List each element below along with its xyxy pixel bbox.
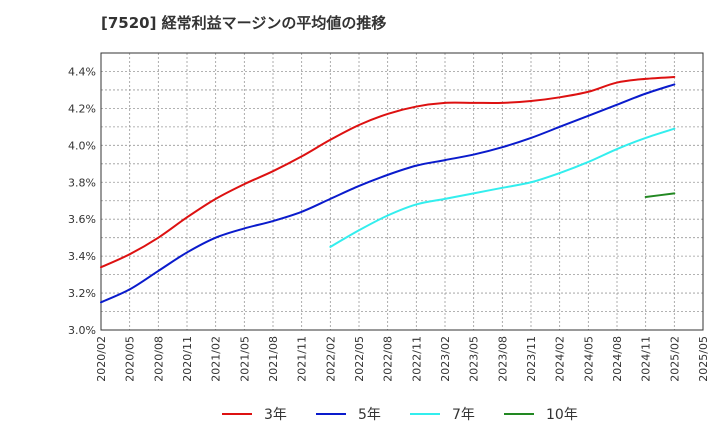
y-tick-label: 4.4% bbox=[68, 65, 96, 78]
x-tick-label: 2023/05 bbox=[468, 336, 481, 382]
x-tick-label: 2020/02 bbox=[95, 336, 108, 382]
x-tick-label: 2022/02 bbox=[324, 336, 337, 382]
x-tick-label: 2024/05 bbox=[582, 336, 595, 382]
series-line-1 bbox=[100, 76, 676, 269]
legend-label: 10年 bbox=[546, 407, 578, 423]
x-tick-label: 2022/11 bbox=[410, 336, 423, 382]
y-tick-label: 4.0% bbox=[68, 139, 96, 152]
x-tick-label: 2021/05 bbox=[238, 336, 251, 382]
series-line-3 bbox=[329, 127, 676, 248]
x-tick-label: 2020/11 bbox=[181, 336, 194, 382]
series-line-2 bbox=[100, 83, 676, 304]
x-tick-label: 2021/02 bbox=[210, 336, 223, 382]
x-tick-label: 2022/05 bbox=[353, 336, 366, 382]
chart-title: [7520] 経常利益マージンの平均値の推移 bbox=[101, 14, 387, 32]
y-tick-label: 3.4% bbox=[68, 250, 96, 263]
legend-label: 7年 bbox=[452, 407, 475, 423]
plot-area bbox=[101, 53, 703, 330]
x-tick-label: 2022/08 bbox=[382, 336, 395, 382]
x-tick-label: 2023/02 bbox=[439, 336, 452, 382]
y-tick-label: 3.0% bbox=[68, 324, 96, 337]
y-tick-label: 3.6% bbox=[68, 213, 96, 226]
x-tick-label: 2025/02 bbox=[668, 336, 681, 382]
series-line-4 bbox=[644, 192, 676, 199]
axes: 3.0% 3.2% 3.4% 3.6% 3.8% 4.0% 4.2% 4.4% 2020/02 2… bbox=[68, 65, 710, 381]
x-tick-label: 2024/08 bbox=[611, 336, 624, 382]
plot-frame bbox=[100, 52, 704, 331]
x-tick-label: 2020/08 bbox=[152, 336, 165, 382]
legend-label: 5年 bbox=[358, 407, 381, 423]
x-tick-label: 2020/05 bbox=[124, 336, 137, 382]
x-tick-label: 2024/11 bbox=[640, 336, 653, 382]
x-tick-label: 2023/08 bbox=[496, 336, 509, 382]
x-tick-label: 2021/11 bbox=[296, 336, 309, 382]
y-tick-label: 4.2% bbox=[68, 102, 96, 115]
legend: 3年 5年 7年 10年 bbox=[222, 407, 578, 423]
x-tick-label: 2021/08 bbox=[267, 336, 280, 382]
y-tick-label: 3.2% bbox=[68, 287, 96, 300]
series-lines bbox=[100, 76, 676, 304]
x-tick-label: 2025/05 bbox=[697, 336, 710, 382]
grid-lines bbox=[100, 52, 704, 331]
x-tick-label: 2023/11 bbox=[525, 336, 538, 382]
legend-label: 3年 bbox=[264, 407, 287, 423]
y-tick-label: 3.8% bbox=[68, 176, 96, 189]
x-tick-label: 2024/02 bbox=[554, 336, 567, 382]
